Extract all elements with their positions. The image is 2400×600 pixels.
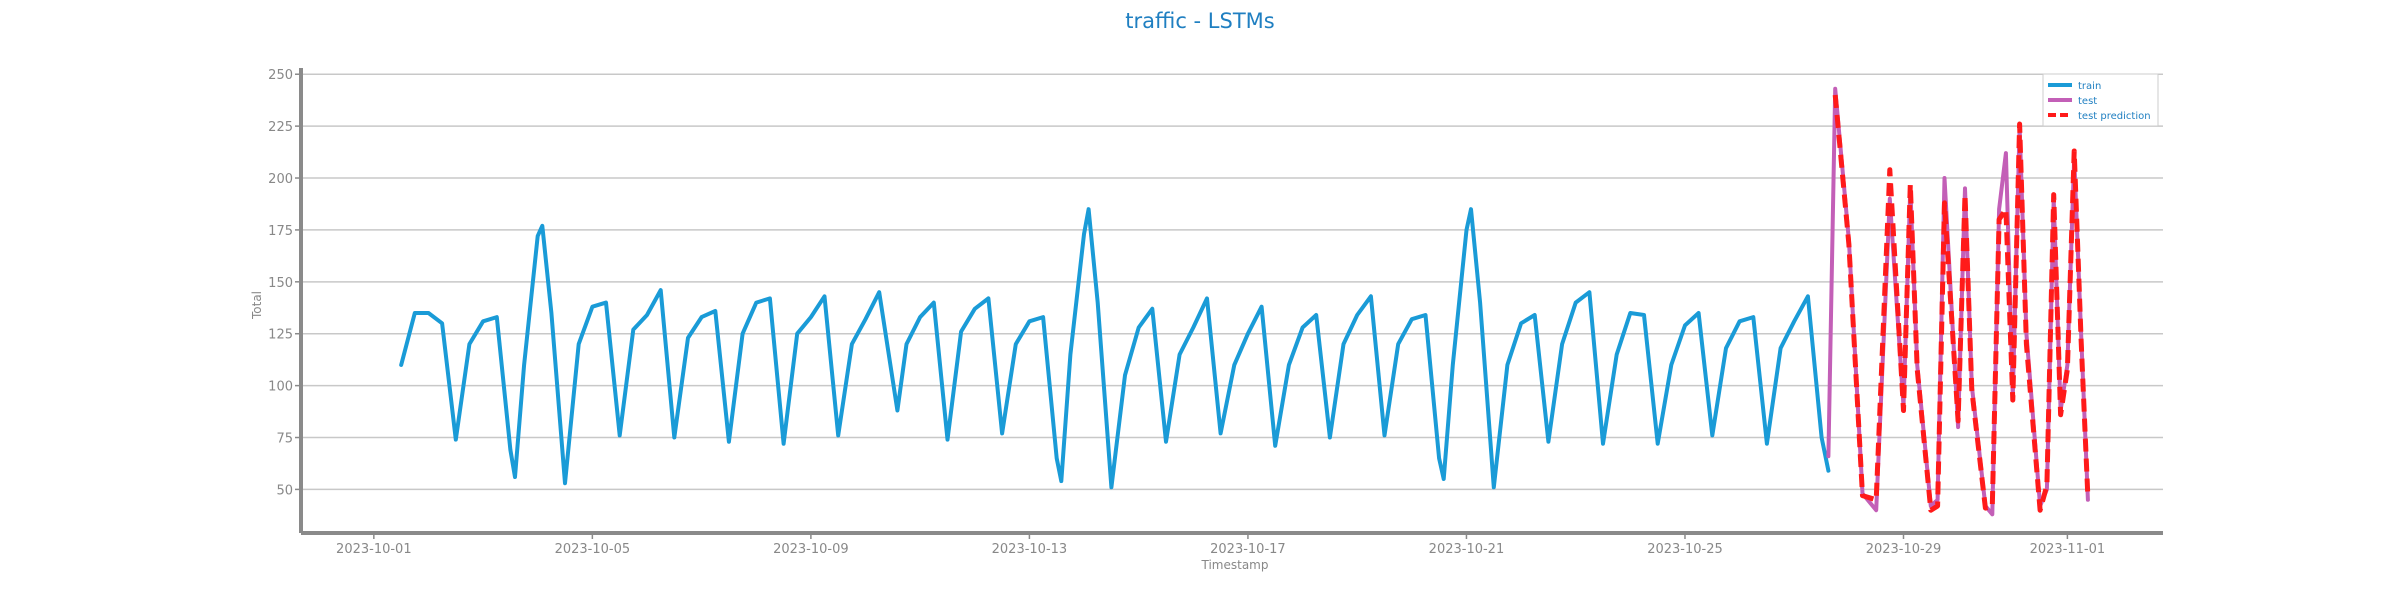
x-tick-label: 2023-10-05 — [555, 542, 631, 557]
series-lines — [399, 86, 2091, 517]
y-axis-label: Total — [250, 291, 264, 320]
chart-title: traffic - LSTMs — [1125, 9, 1274, 33]
x-tick-labels: 2023-10-01 2023-10-05 2023-10-09 2023-10-13… — [336, 542, 2105, 557]
x-tick-label: 2023-10-13 — [992, 542, 1068, 557]
series-line-test-prediction — [1832, 94, 2091, 513]
grid-lines — [295, 73, 2163, 491]
x-tick-label: 2023-11-01 — [2030, 542, 2106, 557]
y-tick-label: 150 — [268, 276, 293, 291]
x-tick-label: 2023-10-25 — [1647, 542, 1723, 557]
legend-label: test prediction — [2078, 111, 2151, 122]
legend-label: test — [2078, 96, 2097, 107]
x-tick-label: 2023-10-21 — [1429, 542, 1505, 557]
x-axis-label: Timestamp — [1201, 558, 1269, 572]
axes — [299, 68, 2163, 539]
y-tick-label: 100 — [268, 380, 293, 395]
x-tick-label: 2023-10-29 — [1866, 542, 1942, 557]
y-tick-label: 175 — [268, 224, 293, 239]
y-tick-label: 50 — [276, 483, 293, 498]
legend: train test test prediction — [2042, 73, 2159, 127]
series-line-train — [399, 207, 1831, 490]
x-tick-label: 2023-10-01 — [336, 542, 412, 557]
y-tick-label: 125 — [268, 328, 293, 343]
y-tick-label: 75 — [276, 432, 293, 447]
y-tick-labels: 50 75 100 125 150 175 200 225 250 — [268, 68, 293, 498]
y-tick-label: 200 — [268, 172, 293, 187]
y-tick-label: 225 — [268, 120, 293, 135]
x-tick-label: 2023-10-09 — [773, 542, 849, 557]
legend-label: train — [2078, 81, 2101, 92]
y-tick-label: 250 — [268, 68, 293, 83]
x-tick-label: 2023-10-17 — [1210, 542, 1286, 557]
